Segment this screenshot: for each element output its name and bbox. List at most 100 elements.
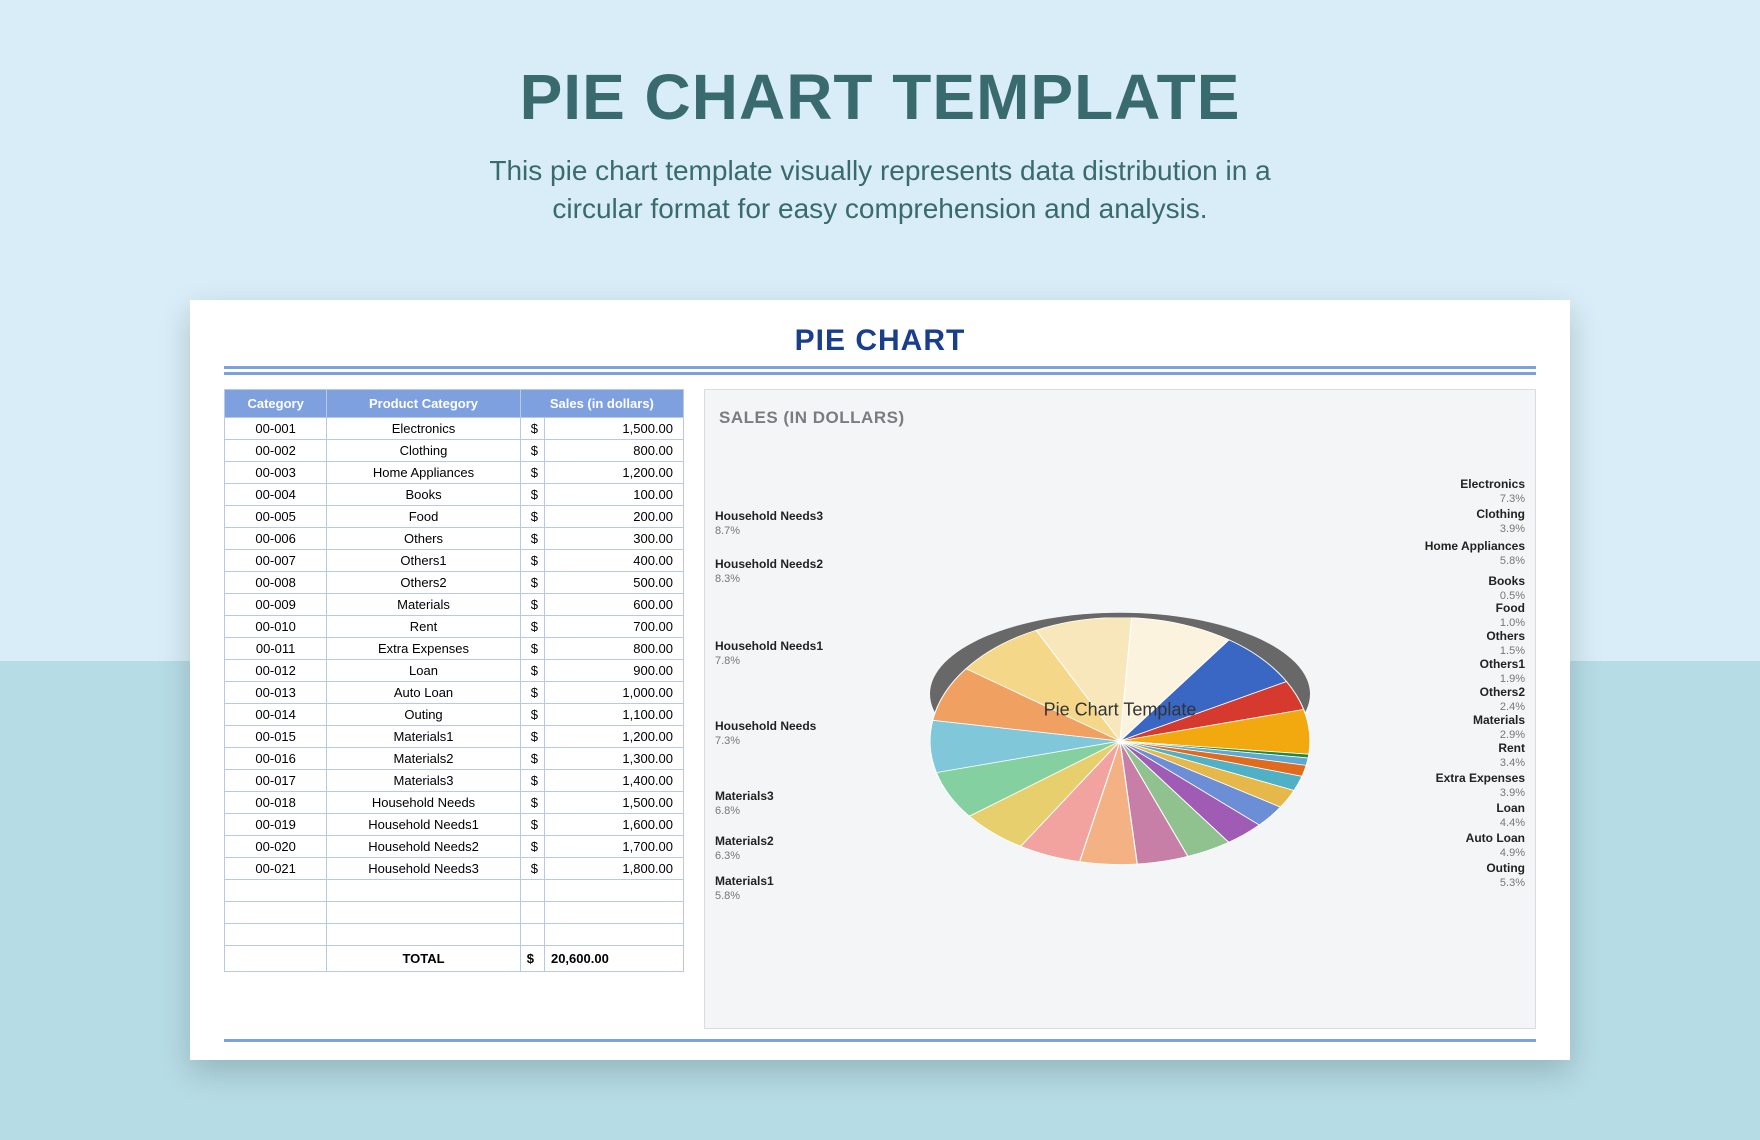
cell-name: Household Needs3	[327, 858, 520, 880]
cell-currency: $	[520, 528, 544, 550]
cell-name: Outing	[327, 704, 520, 726]
callout-label: Auto Loan4.9%	[1466, 832, 1525, 860]
cell-code: 00-016	[225, 748, 327, 770]
cell-sales: 500.00	[544, 572, 683, 594]
callout-label: Others11.9%	[1480, 658, 1525, 686]
cell-sales: 400.00	[544, 550, 683, 572]
callout-label: Electronics7.3%	[1460, 478, 1525, 506]
col-category: Category	[225, 390, 327, 418]
cell-name: Materials	[327, 594, 520, 616]
cell-currency: $	[520, 836, 544, 858]
total-value: 20,600.00	[544, 946, 683, 972]
table-row: 00-018Household Needs$1,500.00	[225, 792, 684, 814]
cell-code: 00-006	[225, 528, 327, 550]
data-table: Category Product Category Sales (in doll…	[224, 389, 684, 972]
cell-sales: 1,300.00	[544, 748, 683, 770]
cell-currency: $	[520, 462, 544, 484]
callout-label: Household Needs38.7%	[715, 510, 823, 538]
cell-code: 00-018	[225, 792, 327, 814]
callout-label: Outing5.3%	[1486, 862, 1525, 890]
cell-sales: 1,200.00	[544, 726, 683, 748]
template-card: PIE CHART Category Product Category Sale…	[190, 300, 1570, 1060]
col-product: Product Category	[327, 390, 520, 418]
table-row: 00-014Outing$1,100.00	[225, 704, 684, 726]
table-body: 00-001Electronics$1,500.0000-002Clothing…	[225, 418, 684, 946]
cell-sales: 1,000.00	[544, 682, 683, 704]
cell-currency: $	[520, 550, 544, 572]
hero-title: PIE CHART TEMPLATE	[0, 60, 1760, 134]
cell-sales: 1,600.00	[544, 814, 683, 836]
cell-sales: 800.00	[544, 638, 683, 660]
cell-currency: $	[520, 704, 544, 726]
cell-currency: $	[520, 506, 544, 528]
callout-label: Materials36.8%	[715, 790, 774, 818]
cell-sales: 600.00	[544, 594, 683, 616]
table-row: 00-010Rent$700.00	[225, 616, 684, 638]
callout-label: Rent3.4%	[1498, 742, 1525, 770]
table-row: 00-016Materials2$1,300.00	[225, 748, 684, 770]
cell-code: 00-007	[225, 550, 327, 572]
cell-code: 00-011	[225, 638, 327, 660]
callout-label: Household Needs17.8%	[715, 640, 823, 668]
card-title: PIE CHART	[224, 324, 1536, 358]
table-row: 00-009Materials$600.00	[225, 594, 684, 616]
total-label: TOTAL	[327, 946, 520, 972]
table-row: 00-005Food$200.00	[225, 506, 684, 528]
cell-currency: $	[520, 418, 544, 440]
cell-currency: $	[520, 660, 544, 682]
table-row: 00-004Books$100.00	[225, 484, 684, 506]
cell-code: 00-012	[225, 660, 327, 682]
table-row: 00-001Electronics$1,500.00	[225, 418, 684, 440]
cell-sales: 1,100.00	[544, 704, 683, 726]
table-row: 00-012Loan$900.00	[225, 660, 684, 682]
table-row: 00-002Clothing$800.00	[225, 440, 684, 462]
chart-area: SALES (IN DOLLARS) Pie Chart Template El…	[704, 389, 1536, 1029]
cell-currency: $	[520, 682, 544, 704]
cell-currency: $	[520, 792, 544, 814]
cell-sales: 1,800.00	[544, 858, 683, 880]
callout-label: Materials2.9%	[1473, 714, 1525, 742]
cell-name: Electronics	[327, 418, 520, 440]
cell-name: Materials2	[327, 748, 520, 770]
table-row-blank	[225, 924, 684, 946]
cell-sales: 1,500.00	[544, 418, 683, 440]
callout-label: Household Needs28.3%	[715, 558, 823, 586]
cell-code: 00-005	[225, 506, 327, 528]
hero: PIE CHART TEMPLATE This pie chart templa…	[0, 0, 1760, 228]
cell-currency: $	[520, 638, 544, 660]
table-row-blank	[225, 880, 684, 902]
cell-code: 00-015	[225, 726, 327, 748]
cell-name: Household Needs1	[327, 814, 520, 836]
cell-code: 00-002	[225, 440, 327, 462]
cell-code: 00-013	[225, 682, 327, 704]
cell-currency: $	[520, 726, 544, 748]
cell-code: 00-010	[225, 616, 327, 638]
cell-name: Loan	[327, 660, 520, 682]
cell-code: 00-017	[225, 770, 327, 792]
callout-label: Food1.0%	[1496, 602, 1525, 630]
cell-code: 00-008	[225, 572, 327, 594]
callout-label: Extra Expenses3.9%	[1436, 772, 1525, 800]
cell-name: Extra Expenses	[327, 638, 520, 660]
table-row: 00-015Materials1$1,200.00	[225, 726, 684, 748]
cell-sales: 200.00	[544, 506, 683, 528]
callout-label: Materials15.8%	[715, 875, 774, 903]
cell-sales: 100.00	[544, 484, 683, 506]
cell-code: 00-021	[225, 858, 327, 880]
callout-label: Others1.5%	[1486, 630, 1525, 658]
table-header-row: Category Product Category Sales (in doll…	[225, 390, 684, 418]
callout-label: Materials26.3%	[715, 835, 774, 863]
data-table-wrap: Category Product Category Sales (in doll…	[224, 389, 684, 1029]
cell-code: 00-019	[225, 814, 327, 836]
cell-name: Household Needs2	[327, 836, 520, 858]
cell-name: Rent	[327, 616, 520, 638]
table-row: 00-011Extra Expenses$800.00	[225, 638, 684, 660]
callout-label: Books0.5%	[1488, 575, 1525, 603]
table-row: 00-013Auto Loan$1,000.00	[225, 682, 684, 704]
cell-name: Others1	[327, 550, 520, 572]
cell-code: 00-003	[225, 462, 327, 484]
cell-code: 00-020	[225, 836, 327, 858]
callout-label: Loan4.4%	[1496, 802, 1525, 830]
cell-name: Clothing	[327, 440, 520, 462]
cell-code: 00-014	[225, 704, 327, 726]
